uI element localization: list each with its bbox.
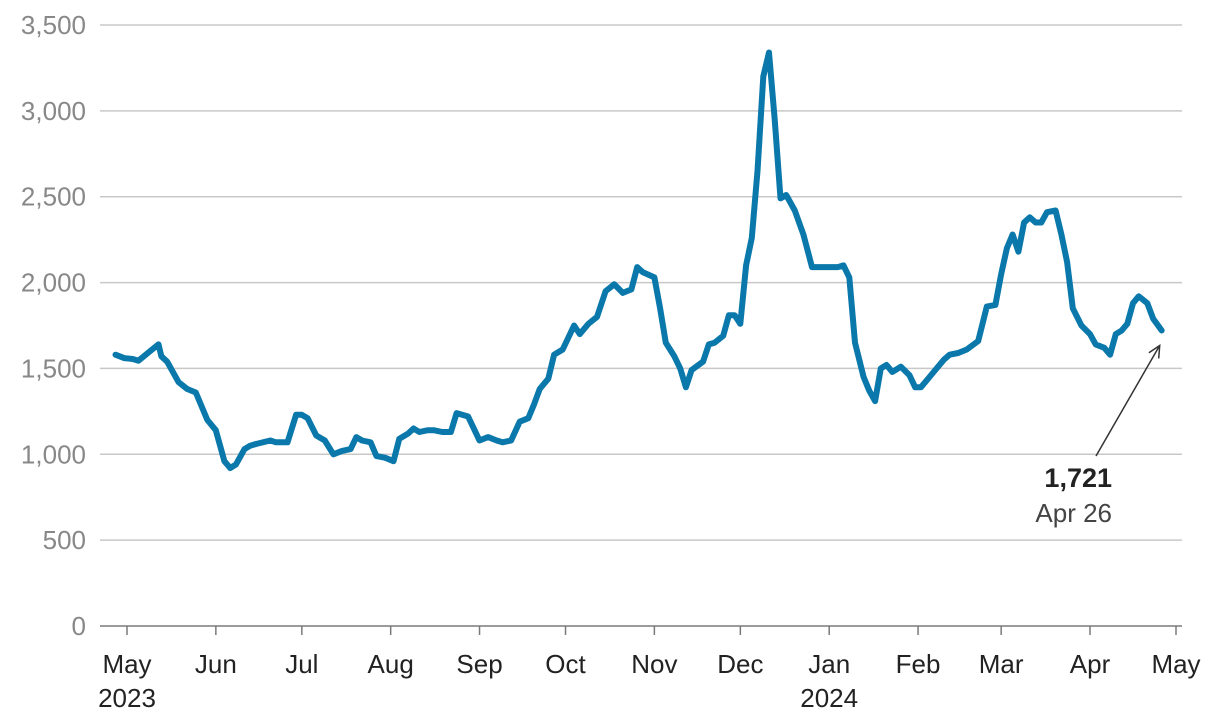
- y-tick-label: 3,000: [21, 96, 86, 126]
- annotation-arrow-line: [1095, 345, 1161, 457]
- x-tick-label: Jan: [808, 649, 850, 679]
- x-tick-label: Dec: [717, 649, 763, 679]
- y-tick-label: 2,000: [21, 268, 86, 298]
- y-tick-label: 0: [72, 611, 86, 641]
- y-tick-label: 1,500: [21, 353, 86, 383]
- y-tick-label: 1,000: [21, 439, 86, 469]
- y-tick-label: 2,500: [21, 182, 86, 212]
- annotation-value: 1,721: [1044, 463, 1112, 493]
- x-tick-label: Oct: [545, 649, 586, 679]
- x-tick-label: Apr: [1070, 649, 1111, 679]
- x-tick-label: Feb: [896, 649, 941, 679]
- x-tick-year-label: 2024: [800, 683, 858, 713]
- x-tick-year-label: 2023: [98, 683, 156, 713]
- x-tick-label: May: [1151, 649, 1200, 679]
- gridlines: [100, 24, 1182, 541]
- x-tick-label: Jul: [285, 649, 318, 679]
- x-axis-ticks: May 2023 Jun Jul Aug Sep Oct Nov Dec Jan 2024 Feb Ma…: [98, 626, 1201, 713]
- x-tick-label: Sep: [456, 649, 502, 679]
- x-tick-label: Nov: [631, 649, 677, 679]
- annotation-date: Apr 26: [1035, 498, 1112, 528]
- annotation: 1,721 Apr 26: [1035, 344, 1161, 528]
- x-tick-label: Mar: [979, 649, 1024, 679]
- x-tick-label: Aug: [368, 649, 414, 679]
- x-tick-label: May: [102, 649, 151, 679]
- series-line: [112, 49, 1165, 471]
- annotation-arrow-head: [1148, 344, 1161, 359]
- x-tick-label: Jun: [195, 649, 237, 679]
- y-tick-label: 3,500: [21, 10, 86, 40]
- y-axis-labels: 0 500 1,000 1,500 2,000 2,500 3,000 3,500: [21, 10, 86, 641]
- y-tick-label: 500: [43, 525, 86, 555]
